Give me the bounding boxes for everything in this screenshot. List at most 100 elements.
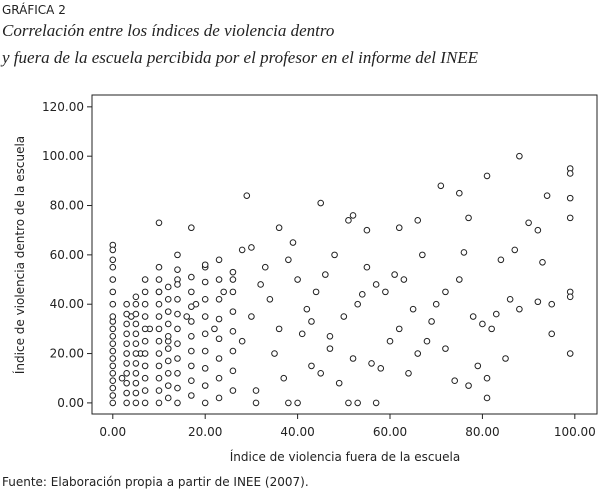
point [248, 313, 255, 320]
point [229, 367, 237, 375]
point [469, 313, 477, 320]
point [294, 276, 301, 283]
point [132, 293, 140, 301]
point [386, 337, 394, 345]
point [201, 365, 209, 372]
point [372, 281, 380, 288]
point [442, 288, 449, 296]
point [229, 387, 237, 394]
point [363, 263, 371, 271]
point [174, 325, 181, 333]
x-tick-label: 100.00 [554, 425, 596, 439]
point [132, 300, 140, 308]
point [215, 315, 223, 323]
point [312, 288, 320, 296]
y-tick-label: 80.00 [50, 199, 84, 213]
point [141, 337, 149, 345]
point [238, 246, 246, 254]
point [123, 399, 130, 407]
point [188, 273, 195, 281]
point [118, 374, 126, 382]
point [155, 362, 163, 370]
point [164, 394, 172, 402]
point [201, 278, 209, 286]
point [164, 332, 172, 340]
plot-frame [91, 94, 598, 415]
point [516, 305, 523, 313]
point [123, 379, 130, 387]
point [164, 369, 172, 377]
point [405, 369, 412, 377]
point [229, 276, 237, 283]
point [132, 360, 140, 367]
point [141, 387, 149, 394]
point [174, 251, 181, 259]
point [123, 300, 130, 308]
point [215, 276, 223, 283]
point [395, 325, 403, 333]
point [294, 399, 301, 407]
point [414, 350, 422, 357]
point [474, 362, 482, 370]
point [132, 389, 140, 397]
point [511, 246, 519, 254]
point [368, 360, 375, 367]
point [566, 350, 574, 357]
point [164, 295, 172, 303]
point [132, 379, 140, 387]
point [132, 320, 140, 328]
point [465, 214, 472, 222]
point [174, 310, 181, 318]
point [132, 330, 140, 338]
point [123, 350, 130, 357]
point [109, 325, 117, 333]
point [141, 399, 149, 407]
point [442, 345, 449, 352]
point [285, 256, 292, 264]
point [229, 328, 237, 335]
point [201, 330, 209, 338]
point [155, 374, 163, 382]
y-tick-label: 20.00 [50, 347, 84, 361]
point [174, 355, 181, 362]
point [275, 224, 283, 232]
point [123, 310, 130, 318]
point [201, 347, 209, 355]
point [479, 320, 486, 328]
point [188, 377, 195, 384]
point [109, 340, 117, 347]
point [109, 392, 117, 399]
point [201, 295, 209, 303]
source-note: Fuente: Elaboración propia a partir de I… [2, 475, 309, 489]
point [141, 288, 149, 296]
x-axis-label: Índice de violencia fuera de la escuela [230, 449, 460, 464]
point [280, 374, 288, 382]
point [109, 399, 117, 407]
point [132, 369, 140, 377]
point [539, 258, 546, 266]
point [248, 244, 255, 251]
point [164, 357, 172, 365]
point [109, 347, 117, 355]
point [141, 362, 149, 370]
point [188, 318, 195, 325]
point [275, 325, 283, 333]
point [174, 295, 181, 303]
point [534, 226, 542, 234]
point [109, 313, 117, 320]
point [451, 377, 458, 384]
point [483, 172, 491, 180]
point [548, 330, 556, 338]
point [271, 350, 278, 357]
point [188, 347, 195, 355]
point [109, 246, 117, 254]
point [220, 288, 227, 296]
point [155, 288, 163, 296]
point [174, 266, 181, 273]
point [456, 189, 463, 197]
point [211, 325, 218, 333]
point [261, 263, 269, 271]
point [123, 330, 130, 338]
point [229, 288, 237, 296]
point [109, 332, 117, 340]
